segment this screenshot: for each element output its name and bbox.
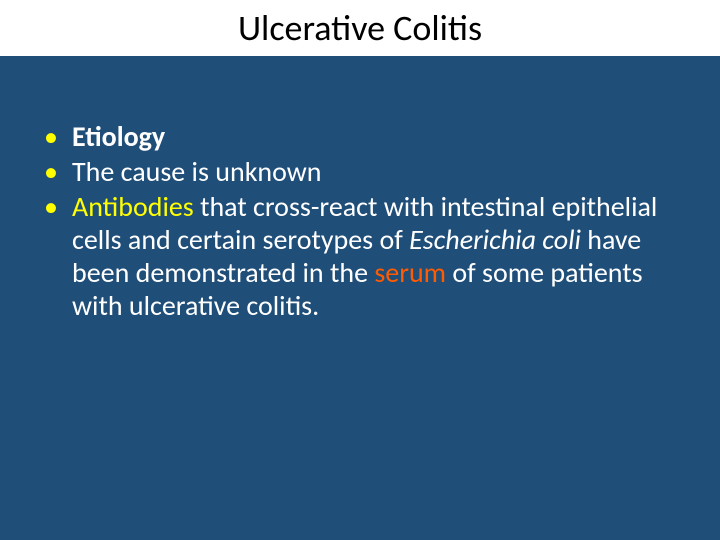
bullet-item: •Antibodies that cross-react with intest… bbox=[44, 190, 676, 322]
bullet-item: • Etiology bbox=[44, 120, 676, 153]
slide: Ulcerative Colitis • Etiology • The cause i… bbox=[0, 0, 720, 540]
bullet-list: • Etiology • The cause is unknown • Antibodie… bbox=[44, 120, 676, 322]
bullet-text-run: serum bbox=[374, 255, 446, 290]
slide-body: • Etiology • The cause is unknown • Antibodie… bbox=[0, 56, 720, 322]
bullet-marker-icon: • bbox=[44, 155, 58, 188]
bullet-item: • The cause is unknown bbox=[44, 155, 676, 188]
bullet-marker-icon: • bbox=[44, 190, 58, 223]
bullet-marker-icon: • bbox=[44, 120, 58, 153]
title-bar: Ulcerative Colitis bbox=[0, 0, 720, 56]
bullet-text-run: Escherichia coli bbox=[409, 222, 581, 257]
bullet-text-run: Etiology bbox=[72, 119, 165, 154]
bullet-text-run: Antibodies bbox=[72, 189, 194, 224]
slide-title: Ulcerative Colitis bbox=[238, 6, 482, 50]
bullet-text-run: The cause is unknown bbox=[72, 154, 322, 189]
